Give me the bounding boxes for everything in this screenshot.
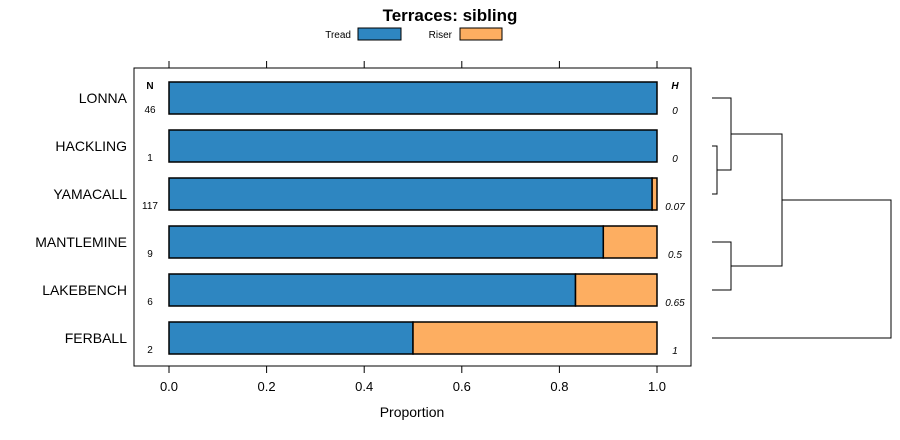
dendrogram-branch <box>712 145 718 195</box>
h-value-label: 0 <box>672 154 678 165</box>
h-value-label: 0.07 <box>665 202 685 213</box>
bar-riser-mantlemine <box>602 225 658 259</box>
x-tick-label: 0.0 <box>160 379 178 394</box>
x-tick-label: 0.8 <box>550 379 568 394</box>
h-value-label: 0.65 <box>665 298 685 309</box>
n-value-label: 1 <box>147 153 153 164</box>
x-tick-label: 1.0 <box>648 379 666 394</box>
row-labels: LONNA 46 0 HACKLING 1 0 YAMACALL 117 0.07 MANTLEM… <box>35 90 685 357</box>
legend: Tread Riser <box>325 27 503 41</box>
bar-tread-mantlemine <box>168 225 605 259</box>
bar-tread-hackling <box>168 129 658 163</box>
category-label: YAMACALL <box>53 186 127 202</box>
h-value-label: 1 <box>672 346 678 357</box>
bar-riser-lakebench <box>574 273 658 307</box>
h-value-label: 0.5 <box>668 250 682 261</box>
x-tick-label: 0.6 <box>453 379 471 394</box>
chart-title: Terraces: sibling <box>383 6 518 25</box>
dendrogram-branch <box>712 97 732 171</box>
n-value-label: 2 <box>147 345 153 356</box>
category-label: LAKEBENCH <box>42 282 127 298</box>
category-label: HACKLING <box>55 138 127 154</box>
legend-label-riser: Riser <box>429 30 453 41</box>
n-value-label: 46 <box>144 105 156 116</box>
x-tick-label: 0.4 <box>355 379 373 394</box>
top-axis-ticks <box>168 61 658 68</box>
legend-swatch-riser <box>459 27 503 41</box>
n-column-header: N <box>146 81 153 92</box>
bar-tread-lonna <box>168 81 658 115</box>
dendrogram-branch <box>712 199 892 339</box>
dendrogram-branch <box>731 133 783 267</box>
n-value-label: 6 <box>147 297 153 308</box>
bars <box>168 81 658 355</box>
bar-riser-ferball <box>412 321 658 355</box>
legend-swatch-tread <box>357 27 402 41</box>
n-value-label: 9 <box>147 249 153 260</box>
plot-panel <box>133 67 692 367</box>
bar-tread-yamacall <box>168 177 653 211</box>
x-axis-title: Proportion <box>380 404 445 420</box>
category-label: FERBALL <box>65 330 127 346</box>
x-tick-label: 0.2 <box>258 379 276 394</box>
n-value-label: 117 <box>142 201 158 212</box>
dendrogram <box>712 97 892 339</box>
dendrogram-branch <box>712 241 732 291</box>
bar-tread-lakebench <box>168 273 577 307</box>
h-value-label: 0 <box>672 106 678 117</box>
category-label: LONNA <box>79 90 128 106</box>
bar-riser-yamacall <box>651 177 658 211</box>
legend-label-tread: Tread <box>325 30 351 41</box>
h-column-header: H <box>671 81 679 92</box>
category-label: MANTLEMINE <box>35 234 127 250</box>
bar-tread-ferball <box>168 321 414 355</box>
x-axis: 0.0 0.2 0.4 0.6 0.8 1.0 <box>160 366 666 394</box>
